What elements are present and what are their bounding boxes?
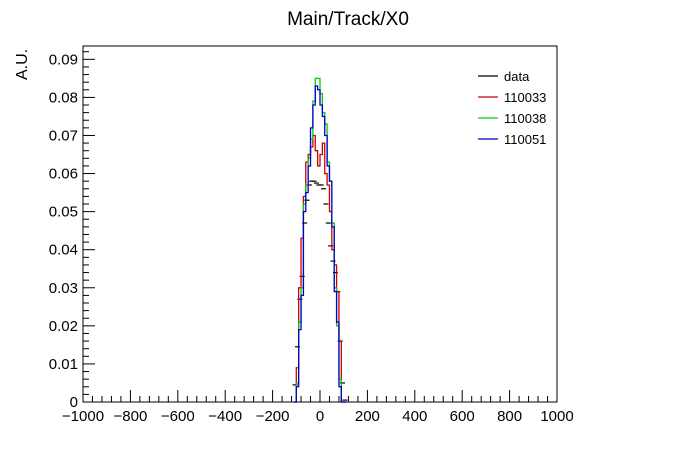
x-tick-label: −200 (256, 408, 290, 425)
y-tick-label: 0.09 (49, 51, 78, 68)
x-tick-label: 400 (402, 408, 427, 425)
y-tick-label: 0.07 (49, 127, 78, 144)
y-axis: 0 0.01 0.02 0.03 0.04 0.05 0.06 0.07 0.08 0.09 (49, 51, 95, 411)
y-tick-label: 0.08 (49, 89, 78, 106)
y-tick-label: 0 (70, 394, 78, 411)
x-tick-label: 600 (450, 408, 475, 425)
x-tick-label: 0 (316, 408, 324, 425)
legend-label: data (504, 69, 530, 84)
series-110033-line (293, 134, 347, 403)
x-tick-label: −600 (161, 408, 195, 425)
legend-label: 110038 (504, 111, 546, 126)
x-tick-label: 1000 (540, 408, 573, 425)
x-tick-label: −800 (114, 408, 148, 425)
legend: data 110033 110038 110051 (478, 69, 546, 147)
x-axis: −1000 −800 −600 −400 −200 0 200 400 600 800 1000 (62, 390, 574, 425)
x-tick-label: −1000 (62, 408, 104, 425)
legend-label: 110051 (504, 132, 546, 147)
y-tick-label: 0.04 (49, 242, 78, 259)
series-110051-line (293, 85, 347, 403)
y-tick-label: 0.01 (49, 356, 78, 373)
x-tick-label: 200 (355, 408, 380, 425)
y-tick-label: 0.05 (49, 204, 78, 221)
y-tick-label: 0.03 (49, 280, 78, 297)
legend-label: 110033 (504, 90, 546, 105)
series-110038-line (293, 77, 347, 403)
y-axis-label: A.U. (14, 49, 31, 80)
y-tick-label: 0.02 (49, 318, 78, 335)
series-layer (292, 77, 348, 403)
x-tick-label: −400 (208, 408, 242, 425)
chart-title: Main/Track/X0 (287, 9, 409, 30)
x-tick-label: 800 (497, 408, 522, 425)
y-tick-label: 0.06 (49, 166, 78, 183)
